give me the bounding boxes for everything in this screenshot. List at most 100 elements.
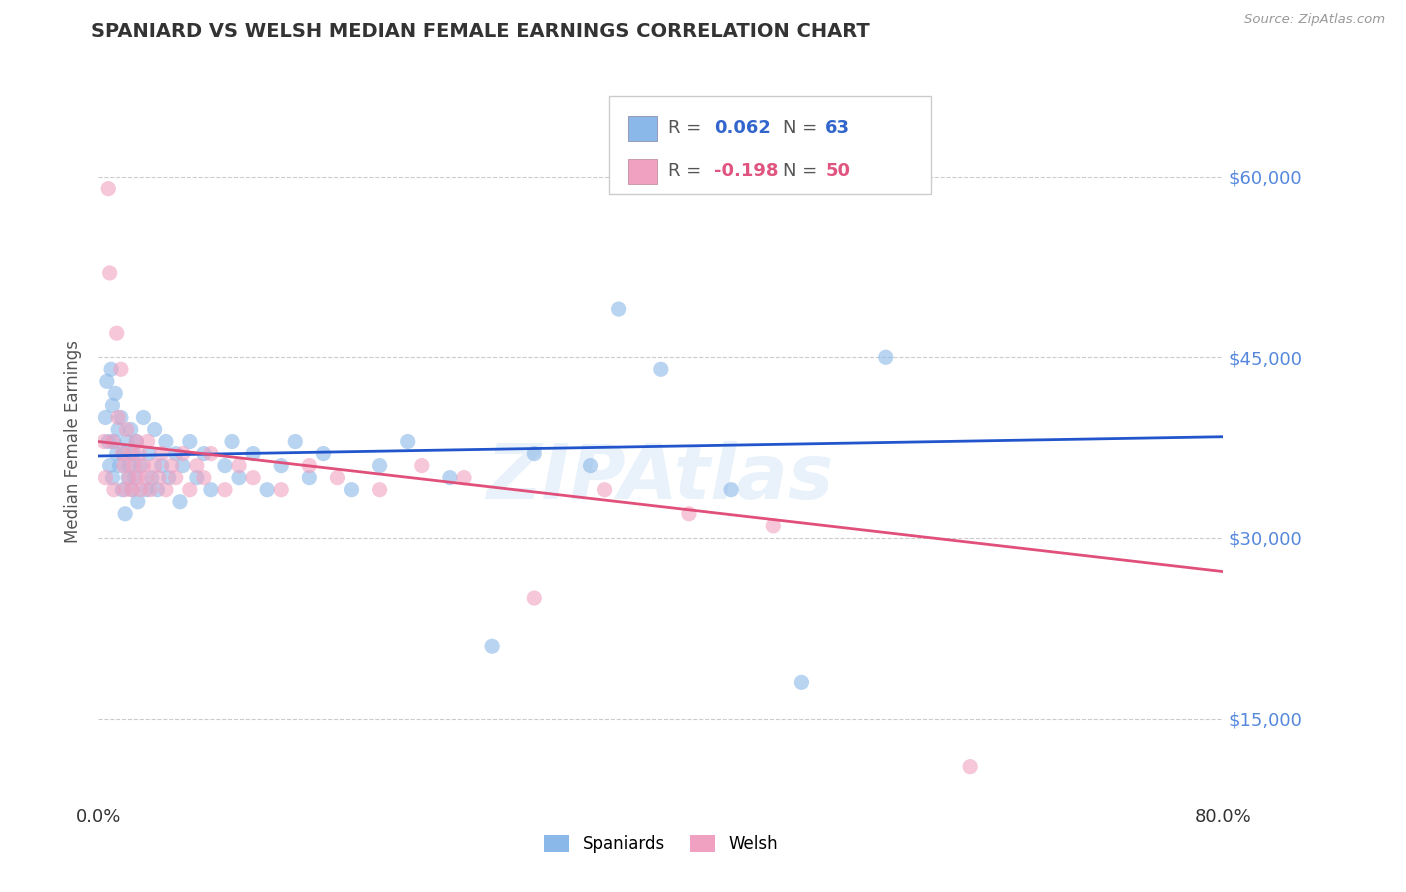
Point	[103, 483, 125, 497]
Point	[112, 446, 135, 460]
Point	[193, 446, 215, 460]
Point	[221, 434, 243, 449]
Point	[111, 446, 134, 460]
Point	[143, 458, 166, 473]
Point	[256, 483, 278, 497]
Point	[114, 483, 136, 497]
Point	[146, 483, 169, 497]
Point	[284, 434, 307, 449]
Point	[340, 483, 363, 497]
Point	[120, 422, 142, 436]
Text: R =: R =	[668, 120, 707, 137]
Point	[118, 458, 141, 473]
Point	[762, 518, 785, 533]
Point	[186, 470, 208, 484]
Point	[593, 483, 616, 497]
Point	[97, 434, 120, 449]
Point	[270, 483, 292, 497]
Point	[200, 483, 222, 497]
Y-axis label: Median Female Earnings: Median Female Earnings	[65, 340, 83, 543]
Point	[139, 483, 162, 497]
Point	[150, 446, 173, 460]
Point	[959, 760, 981, 774]
Point	[101, 398, 124, 412]
Point	[135, 483, 157, 497]
Point	[127, 494, 149, 508]
Text: 50: 50	[825, 162, 851, 180]
Text: 63: 63	[825, 120, 851, 137]
Point	[298, 458, 321, 473]
Point	[214, 483, 236, 497]
Text: N =: N =	[783, 120, 823, 137]
Point	[523, 591, 546, 605]
Point	[396, 434, 419, 449]
Point	[129, 483, 152, 497]
Point	[111, 483, 134, 497]
Point	[110, 362, 132, 376]
Point	[101, 470, 124, 484]
Point	[114, 507, 136, 521]
Point	[117, 470, 139, 484]
Point	[169, 494, 191, 508]
Point	[607, 301, 630, 317]
Point	[136, 434, 159, 449]
Point	[94, 410, 117, 425]
Point	[186, 458, 208, 473]
Point	[875, 350, 897, 364]
Point	[103, 434, 125, 449]
Point	[125, 434, 148, 449]
Point	[93, 434, 115, 449]
Point	[720, 483, 742, 497]
Point	[242, 470, 264, 484]
Point	[129, 458, 152, 473]
Point	[96, 374, 118, 388]
Point	[104, 386, 127, 401]
Point	[165, 470, 187, 484]
Point	[179, 483, 201, 497]
Point	[165, 446, 187, 460]
Point	[115, 434, 138, 449]
Legend: Spaniards, Welsh: Spaniards, Welsh	[537, 828, 785, 860]
Point	[107, 410, 129, 425]
Point	[98, 266, 121, 280]
Point	[122, 446, 145, 460]
Point	[157, 470, 180, 484]
Point	[439, 470, 461, 484]
Point	[214, 458, 236, 473]
Point	[128, 446, 150, 460]
Point	[453, 470, 475, 484]
Point	[411, 458, 433, 473]
Point	[193, 470, 215, 484]
Point	[368, 483, 391, 497]
Point	[298, 470, 321, 484]
Point	[121, 483, 143, 497]
Point	[115, 422, 138, 436]
Point	[326, 470, 349, 484]
Point	[143, 422, 166, 436]
Point	[132, 458, 155, 473]
Point	[523, 446, 546, 460]
Point	[108, 458, 131, 473]
Point	[270, 458, 292, 473]
Text: -0.198: -0.198	[714, 162, 779, 180]
Point	[481, 639, 503, 653]
Point	[101, 434, 124, 449]
Point	[200, 446, 222, 460]
Point	[125, 434, 148, 449]
Point	[135, 470, 157, 484]
Text: R =: R =	[668, 162, 707, 180]
Point	[121, 483, 143, 497]
Point	[132, 410, 155, 425]
Point	[228, 470, 250, 484]
Point	[172, 458, 194, 473]
Point	[172, 446, 194, 460]
Point	[120, 446, 142, 460]
Point	[100, 362, 122, 376]
Point	[650, 362, 672, 376]
Point	[118, 470, 141, 484]
Point	[148, 470, 170, 484]
Text: 0.062: 0.062	[714, 120, 770, 137]
Point	[150, 458, 173, 473]
Point	[138, 446, 160, 460]
Text: N =: N =	[783, 162, 823, 180]
